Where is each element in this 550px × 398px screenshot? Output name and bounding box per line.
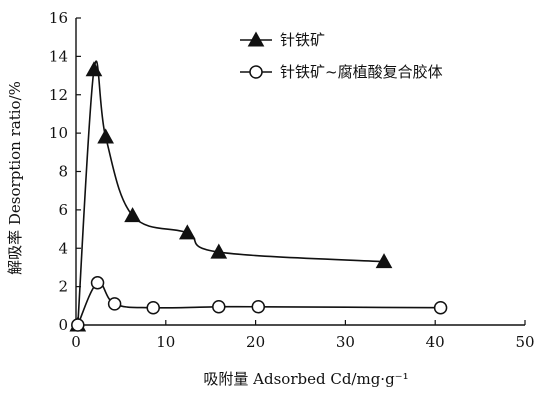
series — [69, 60, 448, 332]
y-tick-label: 6 — [58, 201, 68, 219]
series-2-point — [90, 276, 105, 290]
series-1-line — [76, 60, 385, 326]
series-1-point — [210, 243, 228, 259]
series-1-point — [97, 128, 114, 144]
y-tick-label: 14 — [49, 47, 68, 65]
y-tick-label: 10 — [49, 124, 68, 142]
series-1-point — [85, 61, 103, 77]
legend-label: 针铁矿 — [280, 31, 325, 49]
series-2-point — [107, 297, 122, 311]
y-tick-label: 16 — [49, 9, 68, 27]
series-2-point — [146, 300, 160, 315]
series-1-point — [375, 253, 393, 269]
y-tick-label: 0 — [58, 316, 68, 334]
legend-entry-1: 针铁矿 — [240, 31, 325, 49]
y-tick-label: 4 — [58, 239, 68, 257]
y-tick-label: 8 — [58, 163, 68, 181]
x-tick-label: 50 — [515, 333, 534, 351]
x-tick-label: 40 — [426, 333, 445, 351]
x-tick-label: 10 — [156, 333, 175, 351]
legend-entry-2: 针铁矿~腐植酸复合胶体 — [240, 63, 443, 81]
x-tick-label: 30 — [336, 333, 355, 351]
circle-marker-icon — [249, 65, 263, 79]
series-2-point — [71, 318, 85, 332]
series-1 — [69, 60, 393, 332]
series-2-point — [251, 300, 266, 314]
x-axis-title: 吸附量 Adsorbed Cd/mg·g⁻¹ — [203, 370, 408, 388]
legend-label: 针铁矿~腐植酸复合胶体 — [280, 63, 443, 81]
series-1-point — [124, 207, 141, 223]
series-2-point — [433, 300, 448, 315]
x-tick-label: 0 — [71, 333, 81, 351]
x-tick-label: 20 — [246, 333, 265, 351]
y-tick-label: 12 — [49, 86, 68, 104]
series-1-point — [179, 224, 196, 240]
triangle-marker-icon — [247, 31, 265, 47]
y-axis-title: 解吸率 Desorption ratio/% — [6, 81, 24, 275]
series-2-point — [212, 300, 226, 314]
series-2 — [71, 276, 448, 332]
ticks: 0 10 20 30 40 50 0 2 4 6 8 10 12 14 16 — [49, 9, 535, 351]
y-tick-label: 2 — [58, 278, 68, 296]
